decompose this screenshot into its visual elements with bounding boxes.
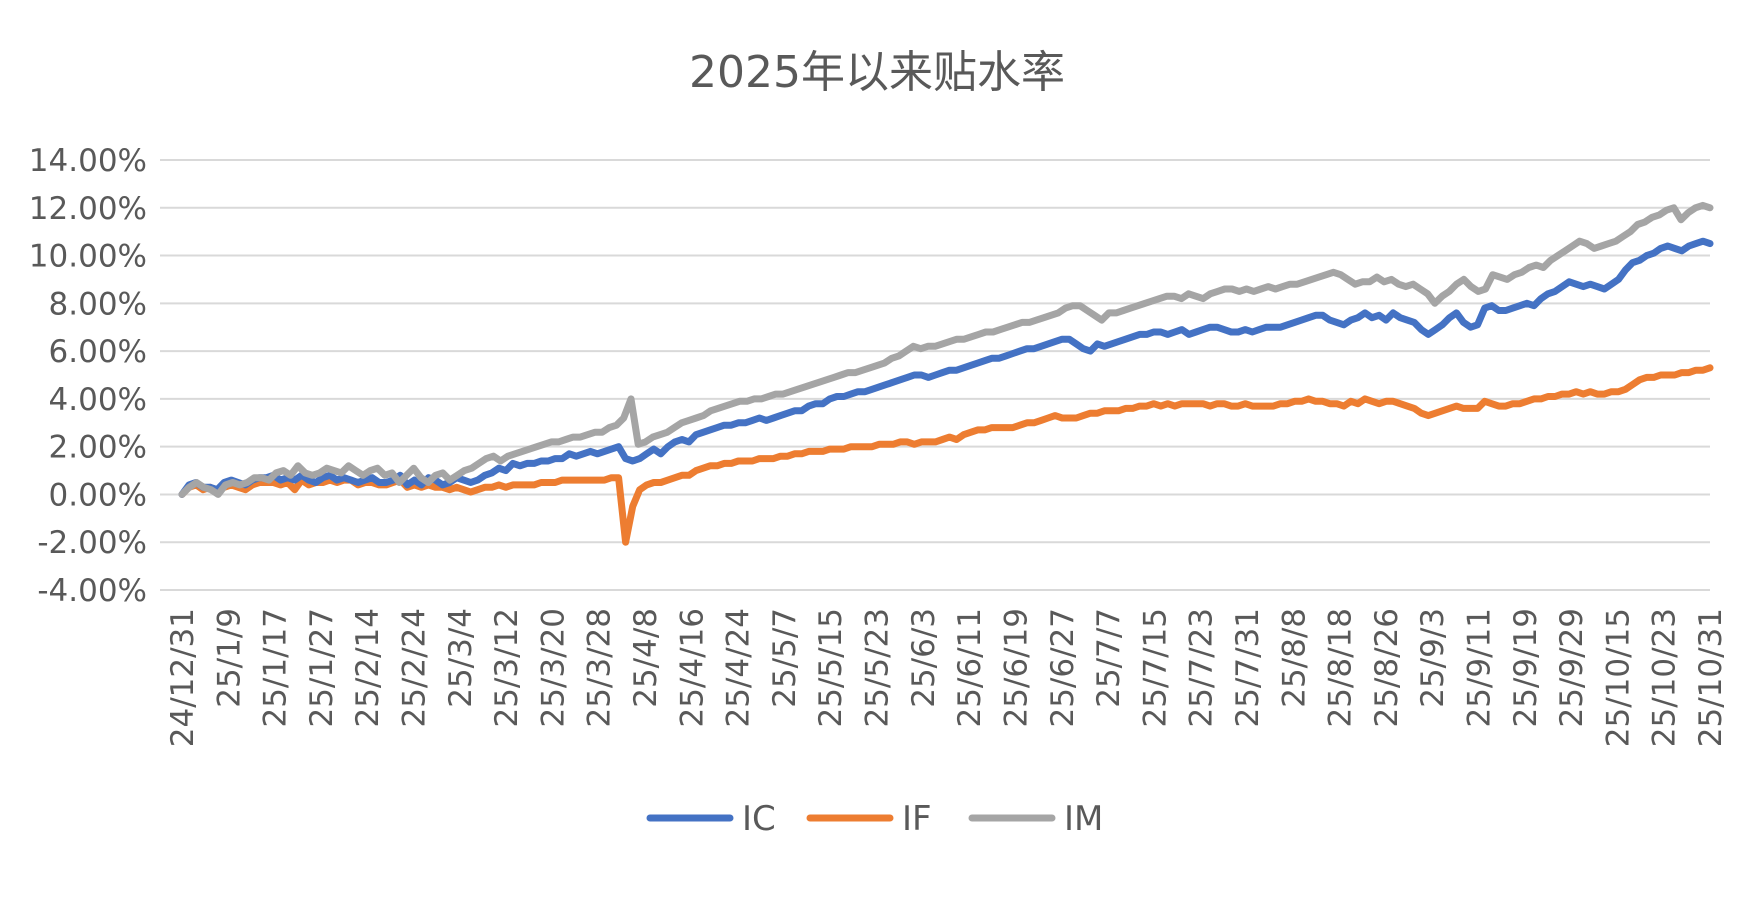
x-tick-label: 25/6/11 bbox=[952, 608, 988, 728]
x-tick-label: 25/6/3 bbox=[906, 608, 942, 708]
y-tick-label: 6.00% bbox=[49, 334, 147, 370]
x-tick-label: 25/4/16 bbox=[674, 608, 710, 728]
x-tick-label: 25/4/8 bbox=[628, 608, 664, 708]
y-tick-label: 2.00% bbox=[49, 430, 147, 466]
x-tick-label: 25/8/8 bbox=[1276, 608, 1312, 708]
legend: IC IF IM bbox=[646, 799, 1103, 839]
x-tick-label: 25/5/23 bbox=[860, 608, 896, 728]
x-tick-label: 25/9/3 bbox=[1415, 608, 1451, 708]
legend-label-ic: IC bbox=[742, 799, 776, 839]
y-axis-tick-labels: 14.00% 12.00% 10.00% 8.00% 6.00% 4.00% 2.00% 0.… bbox=[29, 143, 147, 609]
x-tick-label: 25/3/20 bbox=[535, 608, 571, 728]
series-line-if bbox=[178, 364, 1714, 546]
x-tick-label: 25/1/17 bbox=[258, 608, 294, 728]
x-tick-label: 25/1/9 bbox=[211, 608, 247, 708]
x-tick-label: 25/5/7 bbox=[767, 608, 803, 708]
legend-label-im: IM bbox=[1064, 799, 1103, 839]
x-tick-label: 25/3/12 bbox=[489, 608, 525, 728]
x-tick-label: 25/9/19 bbox=[1508, 608, 1544, 728]
series-line-ic bbox=[178, 237, 1714, 498]
series-line-im bbox=[178, 201, 1714, 498]
y-tick-label: -4.00% bbox=[37, 573, 147, 609]
y-tick-label: -2.00% bbox=[37, 525, 147, 561]
x-tick-label: 25/4/24 bbox=[721, 608, 757, 728]
gridlines bbox=[160, 159, 1710, 591]
x-tick-label: 25/6/27 bbox=[1045, 608, 1081, 728]
series-lines bbox=[178, 201, 1714, 546]
x-tick-label: 25/8/18 bbox=[1323, 608, 1359, 728]
y-tick-label: 0.00% bbox=[49, 477, 147, 513]
x-tick-label: 25/2/24 bbox=[397, 608, 433, 728]
y-tick-label: 12.00% bbox=[29, 191, 147, 227]
x-tick-label: 25/6/19 bbox=[998, 608, 1034, 728]
x-tick-label: 24/12/31 bbox=[165, 608, 201, 747]
legend-label-if: IF bbox=[902, 799, 932, 839]
x-tick-label: 25/1/27 bbox=[304, 608, 340, 728]
x-tick-label: 25/10/31 bbox=[1693, 608, 1729, 747]
x-tick-label: 25/9/29 bbox=[1554, 608, 1590, 728]
x-tick-label: 25/7/7 bbox=[1091, 608, 1127, 708]
x-tick-label: 25/7/23 bbox=[1184, 608, 1220, 728]
y-tick-label: 10.00% bbox=[29, 239, 147, 275]
y-tick-label: 14.00% bbox=[29, 143, 147, 179]
x-axis-tick-labels: 24/12/31 25/1/9 25/1/17 25/1/27 25/2/14 25/2/… bbox=[165, 608, 1729, 747]
x-tick-label: 25/3/4 bbox=[443, 608, 479, 708]
x-tick-label: 25/5/15 bbox=[813, 608, 849, 728]
x-tick-label: 25/10/23 bbox=[1647, 608, 1683, 747]
x-tick-label: 25/9/11 bbox=[1461, 608, 1497, 728]
x-tick-label: 25/3/28 bbox=[582, 608, 618, 728]
y-tick-label: 8.00% bbox=[49, 286, 147, 322]
x-tick-label: 25/8/26 bbox=[1369, 608, 1405, 728]
chart-title: 2025年以来贴水率 bbox=[689, 47, 1065, 98]
x-tick-label: 25/2/14 bbox=[350, 608, 386, 728]
x-tick-label: 25/7/31 bbox=[1230, 608, 1266, 728]
x-tick-label: 25/10/15 bbox=[1600, 608, 1636, 747]
y-tick-label: 4.00% bbox=[49, 382, 147, 418]
x-tick-label: 25/7/15 bbox=[1137, 608, 1173, 728]
